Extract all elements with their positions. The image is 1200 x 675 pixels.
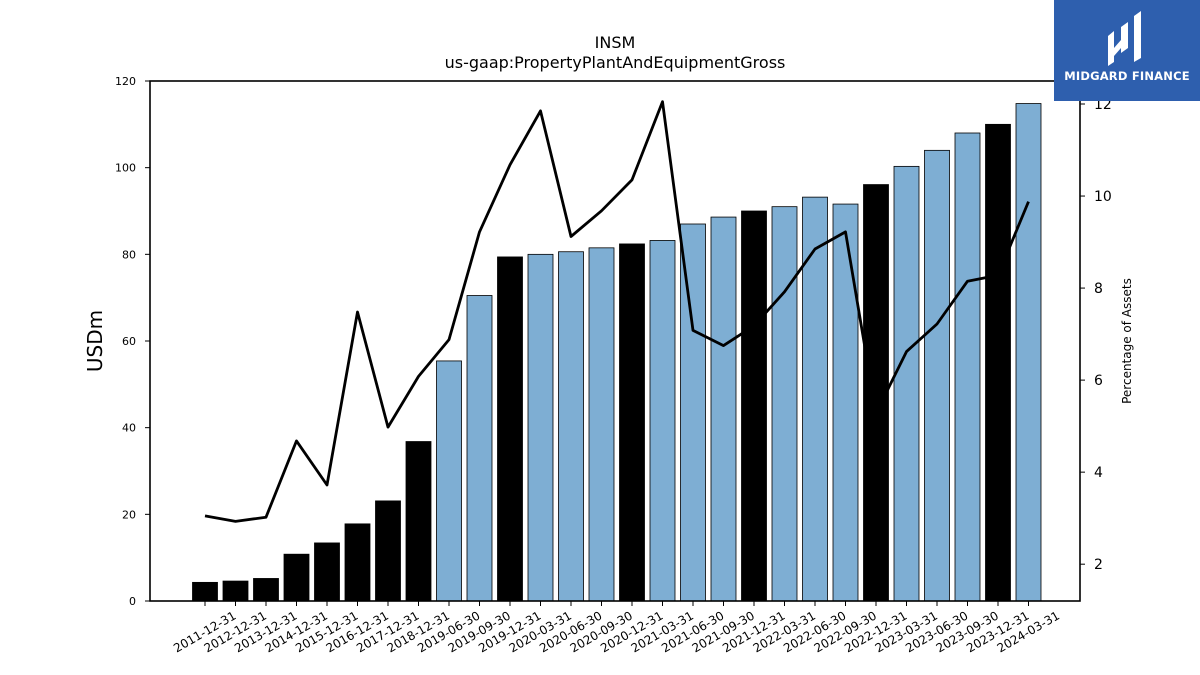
bar-2019-06-30 [436,360,462,602]
bar-2021-03-31 [649,240,676,602]
bar-2013-12-31 [253,578,279,602]
bar-2020-03-31 [527,253,554,602]
bar-2020-12-31 [619,243,645,602]
bar-2023-03-31 [893,165,920,602]
bar-2023-06-30 [924,149,950,602]
bar-2018-12-31 [405,441,432,602]
bar-2022-09-30 [832,203,859,602]
y-tick-label: 120 [115,75,136,88]
bar-2012-12-31 [222,580,249,602]
percentage-line [204,100,1030,523]
bar-2021-12-31 [741,210,767,602]
chart-title: INSM [595,33,636,52]
y2-tick-label: 8 [1094,281,1103,297]
bar-2022-03-31 [771,206,798,602]
y-axis-label: USDm [83,310,107,372]
midgard-finance-logo: MIDGARD FINANCE [1054,0,1200,101]
bar-2014-12-31 [283,553,310,602]
chart-subtitle: us-gaap:PropertyPlantAndEquipmentGross [445,53,786,72]
y-tick-label: 60 [122,335,136,348]
y2-tick-label: 12 [1094,97,1112,113]
line-group [204,100,1030,523]
y-tick-label: 20 [122,508,136,521]
y-tick-label: 100 [115,162,136,175]
bar-2024-03-31 [1015,103,1042,602]
bar-2017-12-31 [375,500,401,602]
right-axis: 2 4 6 8 10 12 [1080,97,1112,573]
bar-2016-12-31 [344,523,371,602]
bar-2019-09-30 [466,295,493,602]
y-tick-label: 40 [122,422,136,435]
bar-2020-06-30 [558,251,584,602]
bar-2020-09-30 [588,247,615,602]
logo-mark-icon [1054,0,1200,101]
bar-2023-12-31 [985,123,1011,602]
left-axis: 0 20 40 60 80 100 120 [115,75,150,608]
bar-2022-06-30 [802,196,828,602]
y2-tick-label: 2 [1094,557,1103,573]
bar-2021-06-30 [680,223,706,602]
y2-tick-label: 6 [1094,373,1103,389]
y2-tick-label: 10 [1094,189,1112,205]
y-tick-label: 0 [129,595,136,608]
bar-2011-12-31 [192,581,218,602]
logo-text: MIDGARD FINANCE [1064,69,1190,83]
bars-group [192,103,1042,602]
y-tick-label: 80 [122,248,136,261]
bar-2022-12-31 [863,184,889,602]
x-axis: 2011-12-312012-12-312013-12-312014-12-31… [171,601,1062,655]
y2-tick-label: 4 [1094,465,1103,481]
bar-2023-09-30 [954,132,981,602]
y2-axis-label: Percentage of Assets [1120,278,1134,404]
bar-2019-12-31 [497,256,523,602]
bar-2015-12-31 [314,542,340,602]
bar-2021-09-30 [710,216,737,602]
